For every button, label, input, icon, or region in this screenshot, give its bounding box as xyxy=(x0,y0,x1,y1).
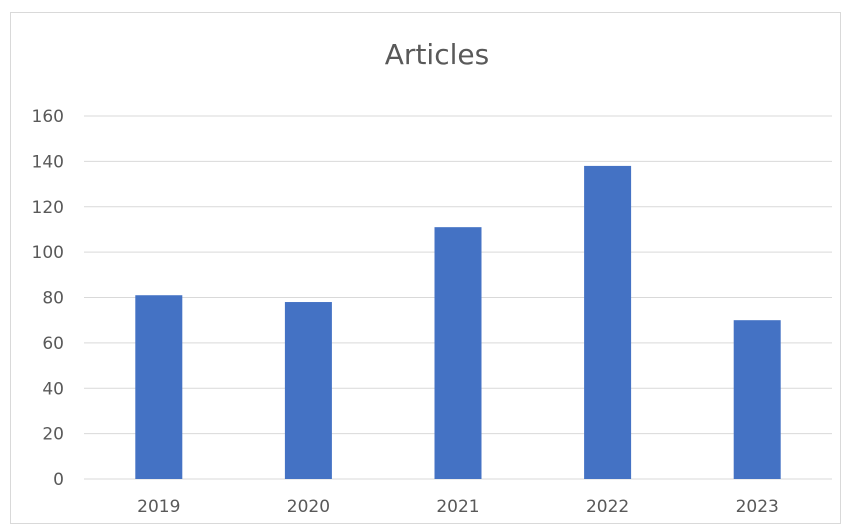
x-tick-label: 2022 xyxy=(586,497,629,517)
bar-2023 xyxy=(733,320,781,479)
y-tick-label: 100 xyxy=(32,243,64,263)
y-tick-label: 140 xyxy=(32,152,64,172)
x-axis-tick-labels: 2019 2020 2021 2022 2023 xyxy=(137,497,779,517)
bar-2021 xyxy=(434,227,482,479)
y-tick-label: 160 xyxy=(32,107,64,127)
y-tick-label: 40 xyxy=(42,379,64,399)
y-tick-label: 0 xyxy=(53,470,64,490)
bars xyxy=(135,165,781,479)
y-tick-label: 60 xyxy=(42,334,64,354)
bar-2019 xyxy=(135,295,183,479)
y-axis-tick-labels: 0 20 40 60 80 100 120 140 160 xyxy=(32,107,64,490)
bar-2020 xyxy=(284,302,332,479)
bar-2022 xyxy=(584,165,632,479)
x-tick-label: 2020 xyxy=(287,497,330,517)
x-tick-label: 2021 xyxy=(436,497,479,517)
y-tick-label: 120 xyxy=(32,198,64,218)
y-tick-label: 80 xyxy=(42,289,64,309)
x-tick-label: 2023 xyxy=(736,497,779,517)
y-tick-label: 20 xyxy=(42,425,64,445)
chart-title: Articles xyxy=(384,38,490,71)
x-tick-label: 2019 xyxy=(137,497,180,517)
